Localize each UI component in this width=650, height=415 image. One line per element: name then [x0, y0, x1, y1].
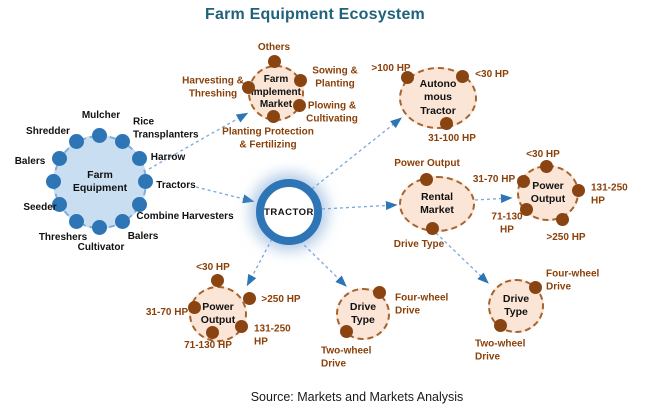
node-rental-market-label: Rental Market: [420, 190, 454, 216]
label-lt30hp-left: <30 HP: [196, 261, 230, 273]
node-rental-market: Rental Market: [399, 176, 475, 232]
connector-dot: [69, 134, 84, 149]
label-shredder: Shredder: [26, 125, 70, 137]
connector-dot: [556, 213, 569, 226]
connector-dot: [206, 326, 219, 339]
connector-dot: [494, 319, 507, 332]
label-drive-type-rental: Drive Type: [393, 238, 445, 250]
label-31-70hp-left: 31-70 HP: [145, 306, 189, 318]
connector-dot: [340, 325, 353, 338]
label-planting-protection-fertilizing: Planting Protection & Fertilizing: [222, 126, 314, 151]
connector-dot: [572, 184, 585, 197]
connector-dot: [115, 214, 130, 229]
connector-dot: [293, 99, 306, 112]
connector-dot: [132, 197, 147, 212]
connector-dot: [517, 175, 530, 188]
connector-dot: [420, 173, 433, 186]
link-tractor-to-power-output-left: [246, 238, 273, 287]
label-two-wheel-mid: Two-wheel Drive: [321, 345, 372, 370]
label-balers-bottom: Balers: [127, 230, 159, 242]
label-two-wheel-right: Two-wheel Drive: [475, 338, 526, 363]
connector-dot: [52, 151, 67, 166]
connector-dot: [529, 281, 542, 294]
label-threshers: Threshers: [38, 231, 88, 243]
label-mulcher: Mulcher: [81, 109, 121, 121]
label-combine-harvesters: Combine Harvesters: [136, 210, 234, 222]
connector-dot: [294, 74, 307, 87]
connector-dot: [520, 203, 533, 216]
link-rental-market-to-power-output-right: [474, 193, 513, 204]
link-farm-equipment-to-tractor: [195, 186, 255, 204]
label-others: Others: [257, 41, 291, 53]
label-gt250hp-left: >250 HP: [261, 293, 301, 305]
connector-dot: [211, 274, 224, 287]
label-71-130hp-right: 71-130 HP: [491, 211, 523, 236]
label-power-output-rental: Power Output: [394, 157, 460, 169]
label-tractors: Tractors: [156, 179, 196, 191]
connector-dot: [373, 286, 386, 299]
connector-dot: [46, 174, 61, 189]
node-farm-equipment-label: Farm Equipment: [72, 168, 128, 194]
connector-dot: [52, 197, 67, 212]
label-four-wheel-mid: Four-wheel Drive: [395, 292, 449, 317]
label-four-wheel-right: Four-wheel Drive: [546, 268, 600, 293]
connector-dot: [401, 71, 414, 84]
connector-dot: [267, 110, 280, 123]
label-rice-transplanters: Rice Transplanters: [133, 116, 199, 141]
label-harvesting-threshing: Harvesting & Threshing: [182, 75, 244, 100]
label-sowing-planting: Sowing & Planting: [312, 65, 358, 90]
connector-dot: [243, 292, 256, 305]
connector-dot: [92, 128, 107, 143]
label-131-250hp-right: 131-250 HP: [591, 182, 628, 207]
label-lt30hp-right: <30 HP: [526, 148, 560, 160]
label-cultivator: Cultivator: [77, 241, 125, 253]
diagram-title: Farm Equipment Ecosystem: [205, 6, 425, 23]
connector-dot: [540, 160, 553, 173]
connector-dot: [235, 320, 248, 333]
connector-dot: [115, 134, 130, 149]
connector-dot: [456, 70, 469, 83]
label-gt250hp-right: >250 HP: [546, 231, 586, 243]
node-farm-implement-market-label: Farm Implement Market: [250, 74, 301, 111]
label-131-250hp-left: 131-250 HP: [254, 323, 291, 348]
label-harrow: Harrow: [150, 151, 186, 163]
node-drive-type-right-label: Drive Type: [502, 292, 530, 318]
connector-dot: [92, 220, 107, 235]
link-farm-equipment-to-implement-market: [148, 112, 249, 170]
label-71-130hp-left: 71-130 HP: [184, 339, 232, 351]
label-balers-left: Balers: [14, 155, 46, 167]
connector-dot: [440, 117, 453, 130]
node-tractor: TRACTOR: [256, 179, 322, 245]
connector-dot: [69, 214, 84, 229]
connector-dot: [132, 151, 147, 166]
node-autonomous-tractor-label: Autono mous Tractor: [419, 78, 457, 117]
source-note: Source: Markets and Markets Analysis: [250, 390, 464, 404]
label-plowing-cultivating: Plowing & Cultivating: [306, 100, 358, 125]
node-tractor-label: TRACTOR: [264, 206, 314, 218]
node-drive-type-mid-label: Drive Type: [349, 300, 377, 326]
node-farm-equipment: Farm Equipment: [53, 135, 147, 229]
link-tractor-to-drive-type-mid: [299, 240, 347, 287]
connector-dot: [268, 55, 281, 68]
label-31-100hp: 31-100 HP: [428, 132, 476, 144]
connector-dot: [138, 174, 153, 189]
link-tractor-to-autonomous-tractor: [311, 117, 403, 190]
node-power-output-left-label: Power Output: [200, 300, 236, 326]
label-31-70hp-right: 31-70 HP: [472, 173, 516, 185]
link-tractor-to-rental-market: [321, 200, 398, 211]
label-seeder: Seeder: [23, 201, 57, 213]
label-gt100hp: >100 HP: [371, 62, 411, 74]
node-power-output-right-label: Power Output: [530, 179, 566, 205]
label-lt30hp-autonomous: <30 HP: [475, 68, 509, 80]
connector-dot: [242, 81, 255, 94]
connector-dot: [188, 301, 201, 314]
connector-dot: [426, 222, 439, 235]
